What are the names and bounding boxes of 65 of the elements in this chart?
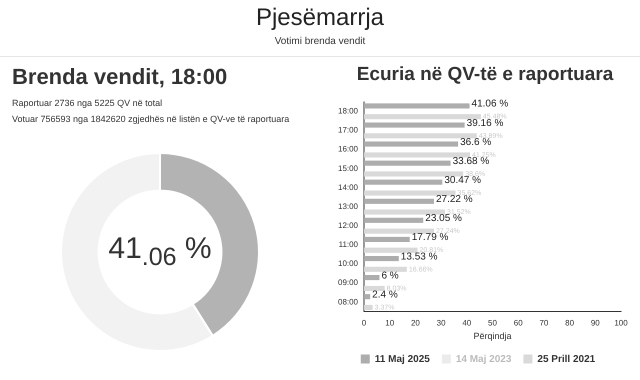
text: Votuar 756593 nga 1842620 zgjedhës në listën e QV-ve të raportuara bbox=[12, 114, 290, 124]
bar bbox=[364, 190, 456, 196]
x-tick-label: 40 bbox=[462, 318, 472, 328]
x-tick-label: 10 bbox=[385, 318, 395, 328]
bar bbox=[364, 103, 470, 108]
data-label: 2.4 % bbox=[372, 289, 398, 300]
y-tick-label: 16:00 bbox=[338, 144, 359, 154]
bar bbox=[364, 275, 380, 280]
bar bbox=[364, 266, 407, 272]
y-tick-label: 08:00 bbox=[338, 297, 359, 306]
data-label: 13.53 % bbox=[400, 251, 438, 262]
y-tick-label: 10:00 bbox=[338, 259, 359, 268]
y-tick-label: 12:00 bbox=[338, 220, 359, 230]
x-tick-label: 80 bbox=[565, 318, 575, 328]
data-label: 23.05 % bbox=[425, 213, 462, 224]
y-tick-label: 18:00 bbox=[338, 106, 359, 116]
data-label: 36.6 % bbox=[460, 136, 492, 148]
y-tick-label: 14:00 bbox=[338, 182, 359, 192]
bar bbox=[364, 248, 418, 253]
data-label: 27.22 % bbox=[436, 194, 473, 206]
x-tick-label: 30 bbox=[436, 318, 446, 328]
data-label: 30.47 % bbox=[444, 174, 482, 186]
bar bbox=[364, 152, 470, 158]
x-tick-label: 0 bbox=[362, 318, 367, 328]
x-axis-title: Përqindja bbox=[473, 331, 512, 342]
bar bbox=[364, 160, 451, 166]
bar bbox=[364, 122, 465, 128]
x-tick-label: 20 bbox=[410, 318, 420, 328]
x-tick-label: 70 bbox=[539, 318, 549, 328]
bar bbox=[364, 256, 399, 262]
y-tick-label: 09:00 bbox=[338, 278, 359, 288]
data-label: 6 % bbox=[381, 270, 399, 282]
x-tick-label: 60 bbox=[514, 318, 524, 328]
data-label: 39.16 % bbox=[466, 118, 504, 129]
chart-title: Ecuria në QV-të e raportuara bbox=[356, 64, 614, 86]
y-tick-label: 11:00 bbox=[338, 240, 359, 250]
text: Votimi brenda vendit bbox=[274, 36, 366, 47]
bar bbox=[364, 210, 446, 215]
data-label: 33.68 % bbox=[452, 156, 490, 167]
text: Raportuar 2736 nga 5225 QV në total bbox=[12, 98, 162, 108]
legend-label: 14 Maj 2023 bbox=[456, 354, 512, 365]
x-tick-label: 100 bbox=[614, 318, 628, 328]
data-label: 41.06 % bbox=[472, 98, 508, 110]
bar bbox=[364, 180, 442, 185]
bar bbox=[364, 114, 481, 120]
bar bbox=[364, 286, 385, 291]
bar bbox=[364, 304, 373, 310]
x-tick-label: 90 bbox=[590, 318, 600, 328]
legend-label: 25 Prill 2021 bbox=[537, 354, 596, 365]
bar bbox=[364, 236, 410, 242]
x-tick-label: 50 bbox=[488, 318, 498, 328]
y-tick-label: 15:00 bbox=[338, 164, 359, 173]
bar bbox=[364, 133, 477, 138]
y-tick-label: 13:00 bbox=[338, 202, 359, 211]
data-label: 17.79 % bbox=[412, 232, 449, 244]
bar bbox=[364, 228, 434, 234]
y-tick-label: 17:00 bbox=[338, 126, 359, 135]
data-label: 41$_{.06}$ % bbox=[107, 232, 213, 272]
bar bbox=[364, 142, 458, 147]
bar bbox=[364, 171, 464, 177]
bar bbox=[364, 218, 424, 223]
text: Pjesëmarrja bbox=[254, 4, 386, 32]
chart-title: Brenda vendit, 18:00 bbox=[12, 64, 228, 90]
bar bbox=[364, 198, 434, 204]
legend-label: 11 Maj 2025 bbox=[374, 354, 430, 365]
